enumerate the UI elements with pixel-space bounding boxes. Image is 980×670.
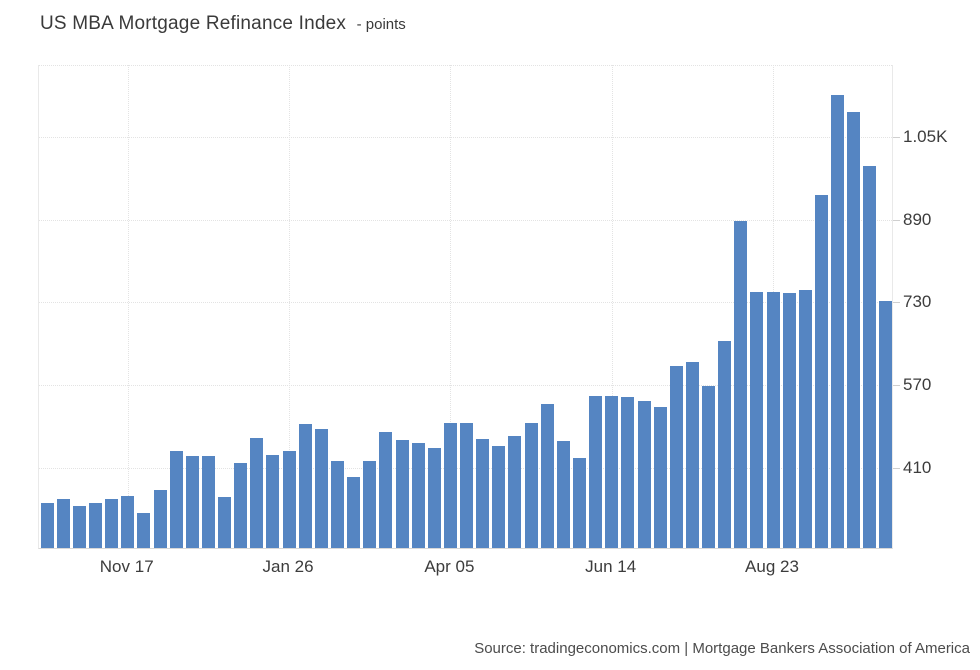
bar[interactable]	[863, 165, 877, 548]
bar[interactable]	[363, 460, 377, 548]
x-axis-label: Jun 14	[585, 557, 637, 576]
chart-title: US MBA Mortgage Refinance Index	[40, 13, 347, 34]
bar[interactable]	[40, 503, 54, 548]
bar[interactable]	[718, 340, 732, 548]
bar[interactable]	[847, 111, 861, 548]
bar[interactable]	[137, 512, 151, 548]
bar[interactable]	[637, 401, 651, 548]
bar[interactable]	[56, 498, 70, 548]
bar[interactable]	[798, 289, 812, 548]
x-axis-label: Nov 17	[99, 557, 154, 576]
bar[interactable]	[250, 437, 264, 548]
x-axis-label: Aug 23	[745, 557, 799, 576]
bar[interactable]	[427, 447, 441, 548]
bar[interactable]	[72, 506, 86, 548]
x-axis-label: Jan 26	[262, 557, 314, 576]
bar[interactable]	[347, 476, 361, 548]
bar[interactable]	[121, 495, 135, 548]
y-axis-tick	[893, 467, 900, 469]
chart-unit-label: - points	[356, 16, 406, 33]
source-attribution: Source: tradingeconomics.com | Mortgage …	[474, 640, 970, 657]
bar[interactable]	[572, 458, 586, 548]
bar[interactable]	[750, 291, 764, 548]
bar[interactable]	[669, 365, 683, 548]
x-gridline	[127, 65, 129, 548]
bar[interactable]	[734, 220, 748, 548]
bar[interactable]	[89, 503, 102, 548]
bar[interactable]	[492, 445, 506, 548]
bar[interactable]	[218, 496, 231, 548]
y-axis-label: 1.05K	[903, 126, 948, 146]
bar[interactable]	[185, 456, 199, 548]
bar[interactable]	[266, 454, 280, 548]
bar[interactable]	[685, 362, 699, 548]
bar[interactable]	[443, 422, 457, 548]
x-gridline	[289, 65, 291, 548]
y-axis-tick	[893, 385, 900, 387]
bar[interactable]	[782, 293, 796, 548]
bar[interactable]	[395, 439, 409, 548]
bar[interactable]	[540, 403, 554, 548]
bar[interactable]	[153, 490, 167, 548]
y-gridline	[39, 219, 892, 221]
bar[interactable]	[314, 428, 328, 548]
bar[interactable]	[524, 422, 538, 548]
bar[interactable]	[298, 423, 312, 548]
y-axis-tick	[893, 302, 900, 304]
bar[interactable]	[282, 450, 296, 548]
x-gridline	[611, 65, 613, 548]
bar[interactable]	[508, 435, 522, 548]
y-axis-label: 410	[903, 457, 932, 477]
x-axis-label: Apr 05	[424, 557, 475, 576]
y-axis-label: 890	[903, 209, 932, 229]
bar[interactable]	[460, 422, 473, 548]
bar[interactable]	[702, 385, 715, 548]
y-axis-label: 730	[903, 292, 932, 312]
bar[interactable]	[169, 450, 183, 548]
plot-top-gridline	[39, 65, 892, 66]
bar[interactable]	[476, 438, 490, 548]
plot-area	[38, 65, 893, 549]
y-gridline	[39, 302, 892, 304]
bar[interactable]	[621, 396, 635, 548]
y-gridline	[39, 136, 892, 138]
bar[interactable]	[653, 407, 667, 548]
bar[interactable]	[605, 395, 619, 548]
bar[interactable]	[105, 498, 119, 548]
x-gridline	[450, 65, 452, 548]
bar[interactable]	[766, 291, 780, 548]
bar[interactable]	[330, 460, 344, 548]
bar[interactable]	[411, 442, 425, 548]
chart-title-row: US MBA Mortgage Refinance Index - points	[40, 13, 406, 35]
bar[interactable]	[556, 441, 570, 548]
y-gridline	[39, 385, 892, 387]
bar[interactable]	[234, 462, 248, 548]
bar[interactable]	[589, 395, 603, 548]
y-axis-label: 570	[903, 375, 932, 395]
y-axis-tick	[893, 219, 900, 221]
bar[interactable]	[814, 194, 828, 548]
y-axis-tick	[893, 136, 900, 138]
bar[interactable]	[201, 456, 215, 548]
bar[interactable]	[379, 431, 393, 548]
bar[interactable]	[831, 94, 844, 548]
bar[interactable]	[879, 301, 893, 548]
